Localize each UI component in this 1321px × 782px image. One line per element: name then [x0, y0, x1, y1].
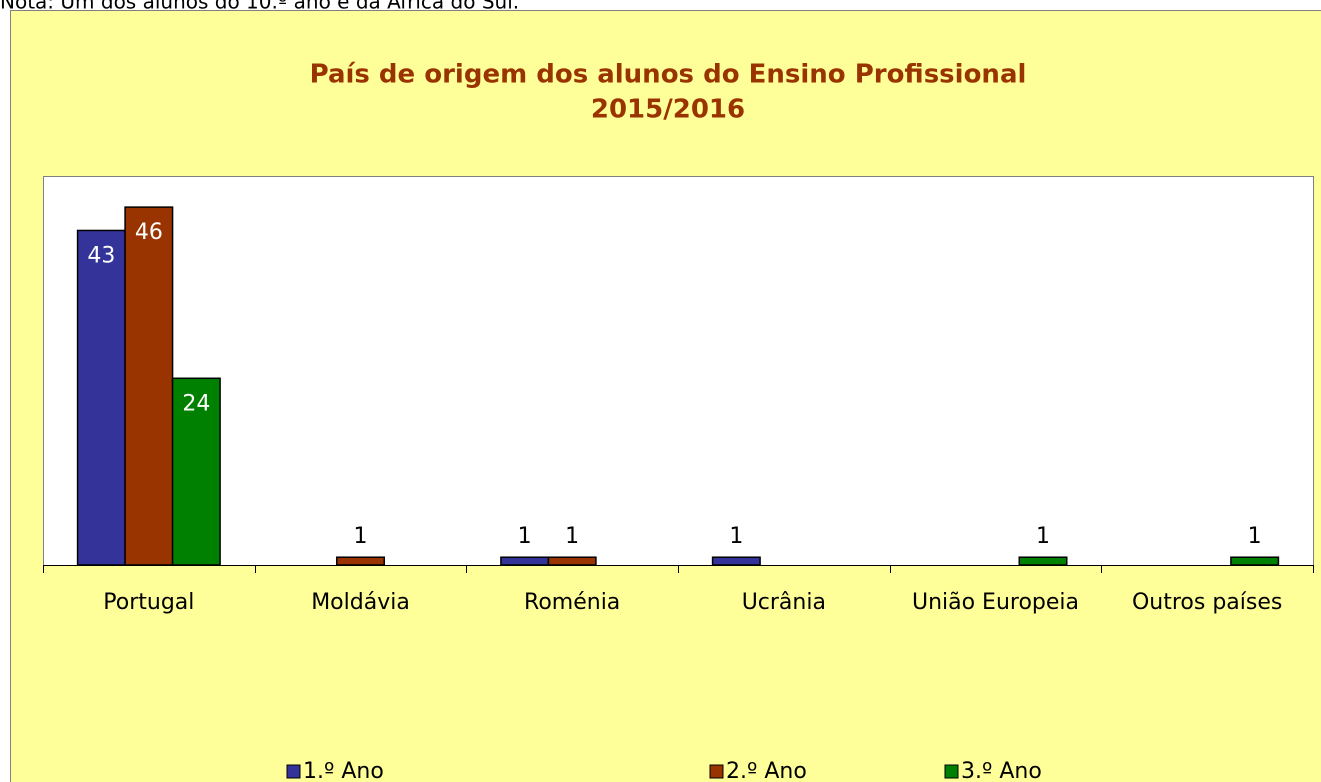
x-tick-label: Roménia [524, 590, 620, 615]
legend-swatch [286, 764, 301, 779]
bar [547, 556, 597, 566]
bar [124, 206, 174, 566]
data-label: 1 [518, 524, 532, 549]
bar [1018, 556, 1068, 566]
x-tick-label: Moldávia [311, 590, 410, 615]
data-label: 1 [565, 524, 579, 549]
bar [500, 556, 550, 566]
plot-area [43, 176, 1314, 566]
legend-label: 1.º Ano [303, 759, 384, 782]
bar [711, 556, 761, 566]
bar [171, 377, 221, 566]
bar [76, 229, 126, 566]
x-tick-label: Ucrânia [742, 590, 826, 615]
legend-label: 2.º Ano [726, 759, 807, 782]
bar [1230, 556, 1280, 566]
chart-title: País de origem dos alunos do Ensino Prof… [310, 60, 1027, 90]
data-label: 1 [1036, 524, 1050, 549]
data-label: 46 [135, 220, 163, 245]
legend-swatch [944, 764, 959, 779]
x-tick-label: União Europeia [912, 590, 1079, 615]
x-tick-label: Portugal [103, 590, 194, 615]
data-label: 1 [354, 524, 368, 549]
data-label: 43 [87, 243, 115, 268]
legend-label: 3.º Ano [961, 759, 1042, 782]
chart-title: 2015/2016 [591, 95, 745, 125]
legend-swatch [709, 764, 724, 779]
x-tick-label: Outros países [1132, 590, 1282, 615]
data-label: 24 [182, 391, 210, 416]
data-label: 1 [729, 524, 743, 549]
data-label: 1 [1248, 524, 1262, 549]
bar [336, 556, 385, 566]
